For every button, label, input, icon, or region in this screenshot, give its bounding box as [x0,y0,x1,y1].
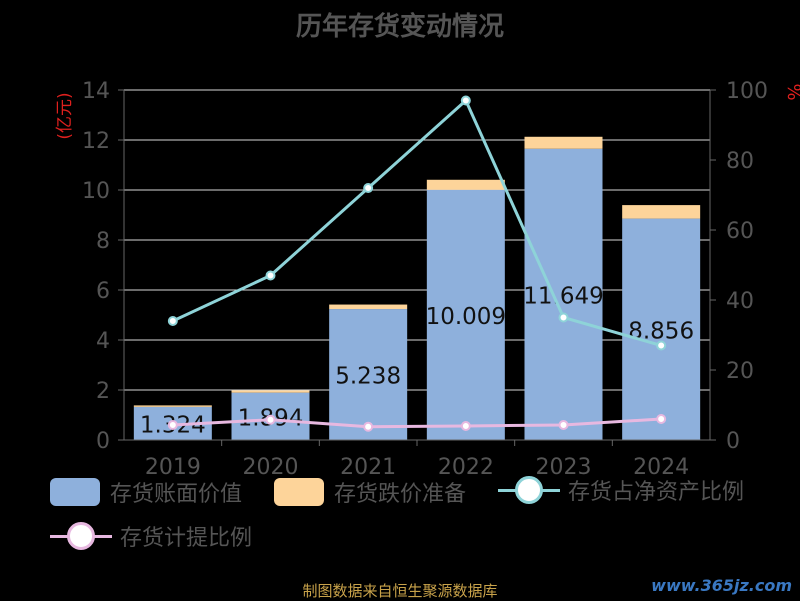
right-tick-label: 0 [726,429,740,454]
point-provision [265,414,276,425]
bar-value-label: 5.238 [335,364,401,390]
left-tick-label: 10 [82,179,110,204]
point-provision [363,421,374,432]
right-tick-label: 80 [726,149,754,174]
bar-book-value [329,309,408,440]
legend-swatch-book-value [50,478,100,506]
grid-lines [124,89,710,391]
point-provision [558,419,569,430]
bar-book-value [622,218,701,440]
left-tick-label: 14 [82,79,110,104]
bar-book-value [524,148,603,440]
legend-swatch-reserve [274,478,324,506]
left-tick-label: 12 [82,129,110,154]
legend-label-ratio: 存货占净资产比例 [568,480,745,505]
right-tick-label: 40 [726,289,754,314]
bar-book-value [426,189,505,440]
bar-reserve [622,205,701,219]
line-ratio [172,98,662,347]
legend-item-reserve[interactable]: 存货跌价准备 [274,476,466,508]
bar-reserve [426,179,505,190]
line-provision [172,417,662,429]
x-tick-label: 2024 [633,455,689,480]
point-provision [656,414,667,424]
bar-value-label: 10.009 [426,304,506,330]
chart-title: 历年存货变动情况 [295,12,504,42]
legend-item-book-value[interactable]: 存货账面价值 [50,476,242,508]
point-ratio [558,312,569,323]
x-tick-label: 2020 [243,455,299,480]
legend-label-book-value: 存货账面价值 [110,482,243,507]
legend: 存货账面价值 存货跌价准备 存货占净资产比例 存货计提比例 [0,462,800,572]
left-tick-label: 0 [96,429,110,454]
x-tick-label: 2019 [145,455,201,480]
right-tick-label: 60 [726,219,754,244]
bars [133,136,701,440]
bar-value-label: 11.649 [523,283,603,309]
x-tick-label: 2023 [536,455,592,480]
bar-reserve [231,390,310,393]
point-provision [460,421,471,431]
legend-swatch-ratio [498,475,560,505]
right-tick-label: 100 [726,79,768,104]
left-axis-unit: (亿元) [55,92,75,139]
left-tick-label: 8 [96,229,110,254]
bar-reserve [329,304,408,310]
x-tick-label: 2022 [438,455,494,480]
bar-reserve [524,136,603,149]
right-axis-unit: % [783,83,800,100]
axes: 0 2 4 6 8 10 12 14 0 20 40 60 80 100 (亿元)% 2019 2020 2021… [55,79,800,480]
series-lines [167,95,667,432]
left-tick-label: 4 [96,329,110,354]
left-tick-label: 2 [96,379,110,404]
legend-item-provision[interactable]: 存货计提比例 [50,520,252,552]
legend-label-reserve: 存货跌价准备 [334,482,467,507]
legend-swatch-provision [50,521,112,551]
point-ratio [460,95,471,106]
bar-reserve [133,405,212,407]
point-ratio [656,340,667,351]
x-tick-label: 2021 [340,455,396,480]
data-source: 制图数据来自恒生聚源数据库 [302,582,498,600]
right-tick-label: 20 [726,359,754,384]
legend-label-provision: 存货计提比例 [120,526,253,551]
point-provision [167,419,178,430]
left-tick-label: 6 [96,279,110,304]
point-ratio [363,183,374,193]
point-ratio [167,316,178,326]
legend-item-ratio[interactable]: 存货占净资产比例 [498,474,744,506]
point-ratio [265,270,276,281]
watermark: www.365jz.com [651,576,792,595]
